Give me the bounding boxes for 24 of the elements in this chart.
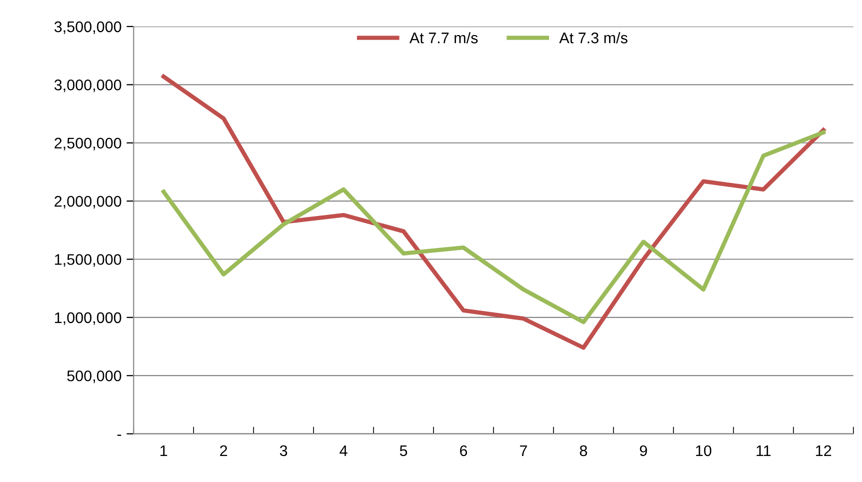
x-tick-label: 3: [280, 445, 288, 456]
legend-label: At 7.7 m/s: [409, 32, 478, 44]
y-tick-label: 2,000,000: [54, 196, 122, 209]
x-tick-label: 9: [640, 445, 647, 456]
x-tick-label: 10: [696, 445, 712, 456]
y-tick-label: 3,000,000: [54, 80, 122, 92]
y-tick-label: -: [117, 434, 122, 436]
x-tick-label: 6: [460, 445, 468, 456]
x-tick-label: 12: [816, 445, 832, 456]
legend-label: At 7.3 m/s: [559, 32, 628, 44]
y-tick-label: 1,500,000: [55, 254, 122, 267]
x-tick-label: 4: [340, 445, 348, 456]
x-tick-label: 11: [756, 445, 771, 456]
x-tick-label: 7: [520, 445, 527, 456]
x-tick-label: 8: [580, 445, 588, 456]
y-tick-label: 2,500,000: [54, 138, 122, 150]
line-series: [162, 74, 826, 350]
x-tick-label: 5: [400, 445, 408, 456]
y-tick-label: 1,000,000: [55, 312, 122, 325]
x-tick-label: 2: [220, 445, 228, 456]
y-tick-label: 3,500,000: [54, 21, 122, 34]
y-tick-label: 500,000: [67, 370, 122, 384]
line-series: [162, 130, 826, 324]
x-tick-label: 1: [160, 445, 168, 456]
